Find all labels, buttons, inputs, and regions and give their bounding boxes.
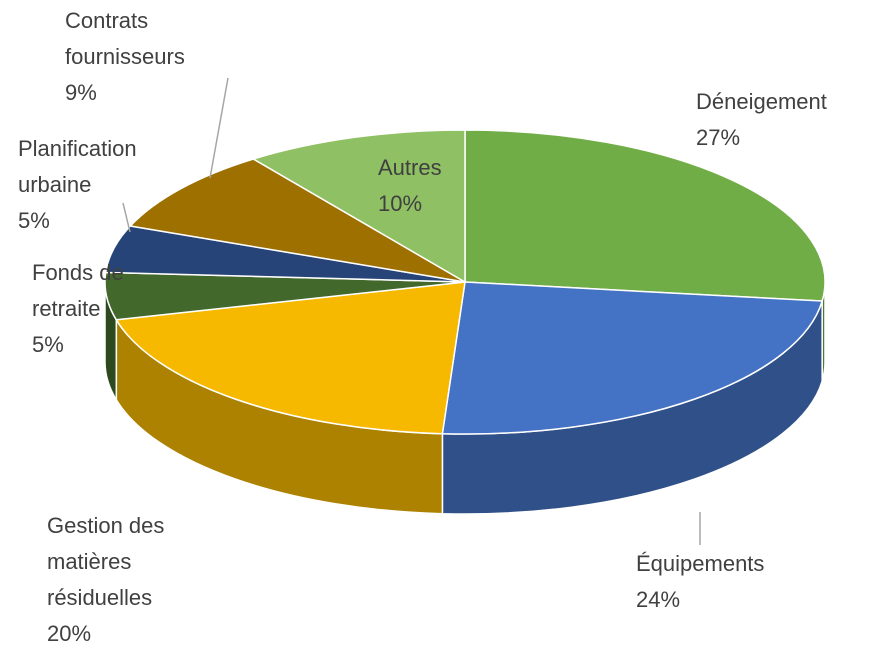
- pie-tops: [104, 129, 826, 435]
- data-label: Déneigement 27%: [696, 84, 876, 156]
- category-name: Fonds de retraite: [32, 260, 124, 321]
- data-label: Contrats fournisseurs 9%: [65, 3, 240, 111]
- value-label: 9%: [65, 80, 97, 105]
- pie-slice: [128, 158, 466, 283]
- value-label: 24%: [636, 587, 681, 612]
- data-label: Équipements 24%: [636, 546, 826, 618]
- pie-slice: [251, 129, 466, 284]
- data-label: Autres 10%: [378, 150, 478, 222]
- value-label: 5%: [32, 332, 64, 357]
- category-name: Planification urbaine: [18, 136, 137, 197]
- value-label: 20%: [47, 621, 92, 646]
- value-label: 27%: [696, 125, 741, 150]
- category-name: Contrats fournisseurs: [65, 8, 185, 69]
- data-label: Fonds de retraite 5%: [32, 255, 157, 363]
- pie-slice: [115, 281, 466, 435]
- category-name: Équipements: [636, 551, 765, 576]
- pie-slice: [441, 281, 824, 435]
- data-label: Planification urbaine 5%: [18, 131, 188, 239]
- leader-line: [209, 77, 229, 179]
- category-name: Déneigement: [696, 89, 827, 114]
- value-label: 10%: [378, 191, 423, 216]
- data-label: Gestion des matières résiduelles 20%: [47, 508, 217, 652]
- pie-slice: [464, 129, 826, 302]
- leader-line: [122, 202, 131, 233]
- category-name: Gestion des matières résiduelles: [47, 513, 165, 610]
- value-label: 5%: [18, 208, 50, 233]
- category-name: Autres: [378, 155, 442, 180]
